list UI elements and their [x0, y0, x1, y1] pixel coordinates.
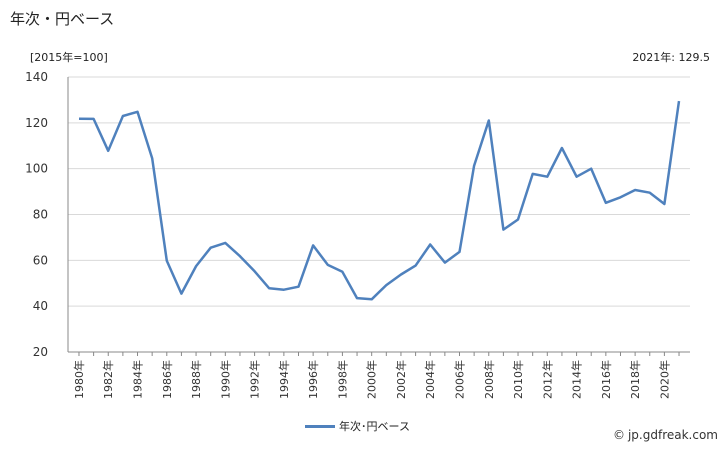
x-tick-label: 2006年	[452, 360, 466, 399]
x-tick-label: 1992年	[248, 360, 262, 399]
source-credit[interactable]: © jp.gdfreak.com	[613, 428, 718, 442]
x-tick-label: 1982年	[101, 360, 115, 399]
x-tick-label: 2008年	[482, 360, 496, 399]
y-axis-unit-label: [2015年=100]	[30, 51, 108, 64]
x-tick-label: 2018年	[628, 360, 642, 399]
legend-line-swatch	[305, 424, 335, 428]
source-credit-text: jp.gdfreak.com	[627, 428, 718, 442]
x-tick-label: 1996年	[306, 360, 320, 399]
legend-label: 年次･円ベース	[339, 420, 410, 433]
x-tick-label: 2000年	[365, 360, 379, 399]
x-tick-label: 2020年	[657, 360, 671, 399]
x-tick-label: 1998年	[335, 360, 349, 399]
latest-value-note: 2021年: 129.5	[632, 51, 710, 64]
y-tick-label: 40	[33, 299, 48, 313]
x-tick-label: 2002年	[394, 360, 408, 399]
x-tick-label: 1984年	[131, 360, 145, 399]
x-tick-label: 1980年	[72, 360, 86, 399]
y-tick-label: 80	[33, 208, 48, 222]
x-tick-label: 2004年	[423, 360, 437, 399]
x-tick-label: 2014年	[570, 360, 584, 399]
y-tick-label: 140	[25, 70, 48, 84]
x-tick-label: 2010年	[511, 360, 525, 399]
x-tick-label: 1988年	[189, 360, 203, 399]
y-tick-label: 100	[25, 162, 48, 176]
x-tick-label: 2012年	[540, 360, 554, 399]
chart-title: 年次・円ベース	[10, 10, 115, 28]
y-tick-label: 60	[33, 253, 48, 267]
x-tick-label: 1994年	[277, 360, 291, 399]
series-line	[78, 100, 681, 301]
y-tick-label: 20	[33, 345, 48, 359]
x-tick-label: 1990年	[218, 360, 232, 399]
x-tick-label: 1986年	[160, 360, 174, 399]
x-tick-label: 2016年	[599, 360, 613, 399]
legend: 年次･円ベース	[305, 418, 410, 434]
copyright-icon: ©	[612, 428, 625, 442]
y-tick-label: 120	[25, 116, 48, 130]
